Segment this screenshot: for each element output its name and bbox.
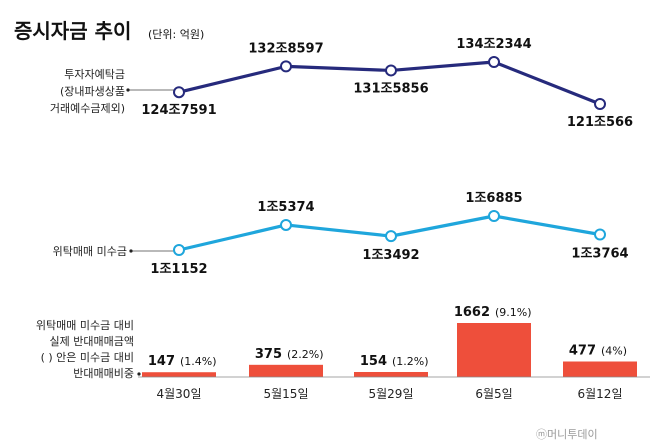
forced-sale-bar: [142, 372, 216, 377]
margin-value-label: 1조6885: [465, 191, 522, 206]
deposit-point: [594, 98, 606, 110]
margin-value-label: 1조1152: [150, 262, 207, 277]
deposit-series-name: 투자자예탁금: [64, 68, 125, 81]
margin-leader-dot: [129, 249, 133, 253]
forced-sale-value-label: 1662: [454, 305, 490, 320]
unit-label: (단위: 억원): [148, 28, 204, 41]
margin-point: [488, 210, 500, 222]
margin-point: [385, 230, 397, 243]
margin-point: [594, 228, 606, 241]
forced-sale-leader-dot: [137, 372, 141, 376]
forced-sale-bar: [457, 323, 531, 377]
deposit-value-label: 134조2344: [456, 37, 531, 52]
forced-sale-ratio-label: (9.1%): [495, 306, 532, 319]
x-tick-label: 6월12일: [578, 387, 623, 401]
deposit-value-label: 131조5856: [353, 81, 428, 96]
x-tick-label: 6월5일: [475, 387, 512, 401]
forced-sale-value-label: 375: [255, 347, 282, 362]
deposit-series-name: 거래예수금제외): [50, 102, 125, 115]
margin-series-name: 위탁매매 미수금: [53, 245, 127, 258]
forced-sale-series-name: 위탁매매 미수금 대비: [36, 319, 134, 332]
x-tick-label: 5월15일: [264, 387, 309, 401]
deposit-leader-dot: [126, 88, 130, 92]
forced-sale-value-label: 154: [360, 354, 387, 369]
margin-line-chart: 위탁매매 미수금 1조1152 1조5374 1조3492 1조6885 1조3764: [53, 191, 629, 277]
deposit-point: [488, 56, 500, 68]
deposit-value-label: 132조8597: [248, 41, 323, 56]
forced-sale-bar: [354, 371, 428, 377]
forced-sale-ratio-label: (1.2%): [392, 355, 429, 368]
forced-sale-ratio-label: (4%): [601, 345, 627, 358]
margin-value-label: 1조3764: [571, 247, 628, 262]
deposit-value-label: 121조566: [567, 115, 633, 130]
forced-sale-series-name: 실제 반대매매금액: [50, 335, 134, 348]
forced-sale-series-name: 반대매매비중: [73, 367, 134, 380]
forced-sale-ratio-label: (2.2%): [287, 348, 324, 361]
deposit-point: [173, 86, 185, 99]
margin-value-label: 1조5374: [257, 200, 314, 215]
forced-sale-bar: [563, 361, 637, 377]
forced-sale-bar: [249, 364, 323, 377]
forced-sale-ratio-label: (1.4%): [180, 355, 217, 368]
forced-sale-value-label: 477: [569, 344, 596, 359]
margin-point: [280, 218, 292, 231]
deposit-value-label: 124조7591: [141, 103, 216, 118]
brand-watermark: ⓜ머니투데이: [536, 428, 598, 441]
margin-value-label: 1조3492: [362, 248, 419, 263]
deposit-series-name: (장내파생상품: [60, 85, 125, 98]
forced-sale-value-label: 147: [148, 354, 175, 369]
chart-title: 증시자금 추이: [14, 19, 131, 43]
x-tick-label: 4월30일: [157, 387, 202, 401]
deposit-point: [280, 60, 292, 73]
x-tick-label: 5월29일: [369, 387, 414, 401]
deposit-point: [385, 64, 397, 77]
forced-sale-series-name: ( ) 안은 미수금 대비: [41, 351, 134, 364]
margin-point: [173, 244, 185, 256]
